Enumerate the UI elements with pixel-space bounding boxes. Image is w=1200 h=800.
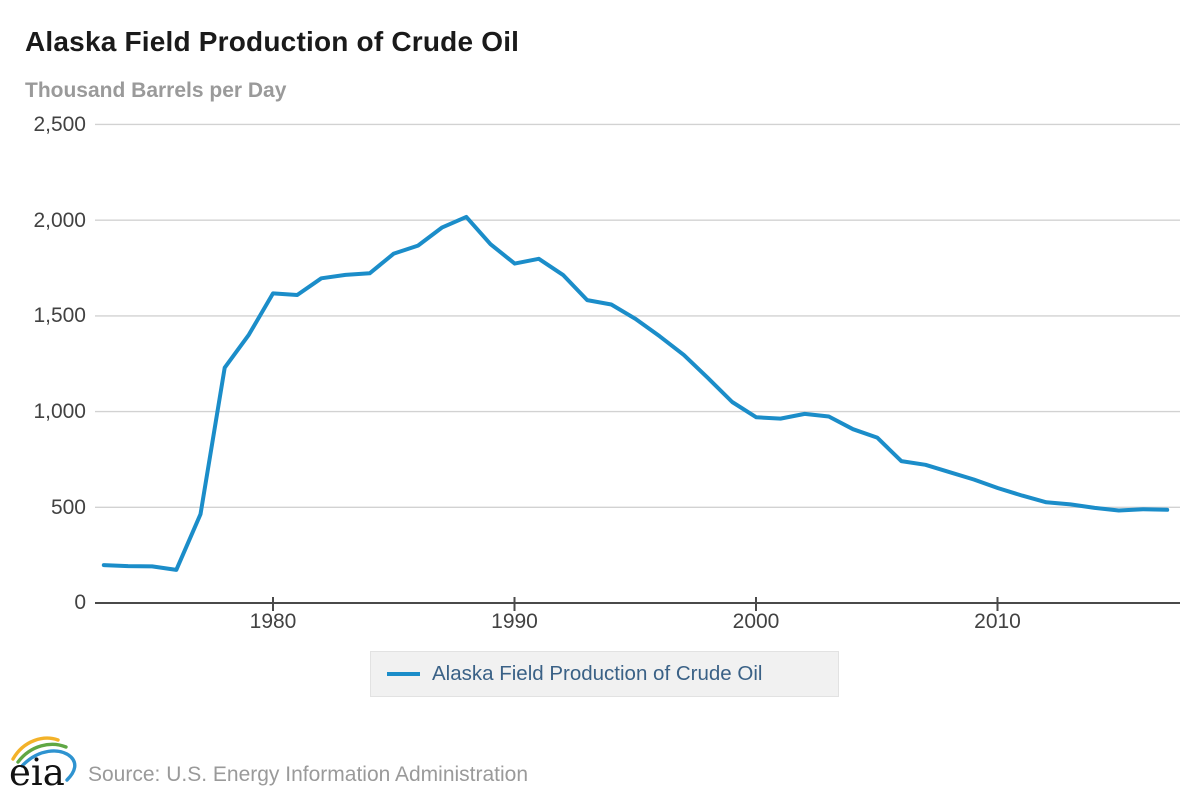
y-tick-label: 0: [74, 591, 86, 614]
x-tick-label: 1980: [249, 610, 297, 633]
x-tick-label: 2000: [732, 610, 780, 633]
x-tick-label: 2010: [974, 610, 1021, 633]
y-tick-label: 1,000: [33, 400, 86, 423]
legend-label: Alaska Field Production of Crude Oil: [432, 662, 763, 685]
eia-logo-text: eia: [9, 751, 65, 791]
gridlines: [95, 123, 1180, 508]
production-line: [101, 214, 1170, 572]
y-tick-label: 500: [50, 496, 86, 519]
chart-subtitle: Thousand Barrels per Day: [25, 79, 287, 102]
y-tick-label: 2,000: [33, 209, 86, 232]
legend: Alaska Field Production of Crude Oil: [370, 651, 839, 697]
x-tick-label: 1990: [491, 610, 538, 633]
source-text: Source: U.S. Energy Information Administ…: [88, 763, 529, 786]
y-tick-label: 2,500: [33, 113, 86, 136]
y-tick-label: 1,500: [33, 304, 86, 327]
chart-title: Alaska Field Production of Crude Oil: [25, 26, 520, 57]
eia-logo: eia: [9, 736, 77, 791]
legend-line-swatch: [387, 672, 420, 676]
x-axis-ticks: [272, 597, 999, 611]
